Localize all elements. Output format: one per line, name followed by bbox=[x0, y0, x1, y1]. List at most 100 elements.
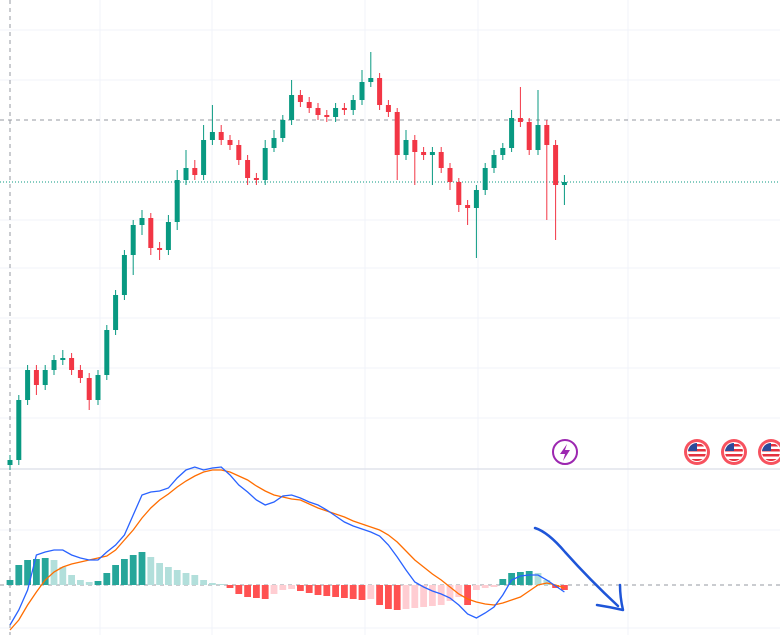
histogram-bar bbox=[261, 585, 269, 599]
candle-body bbox=[113, 295, 119, 330]
candle-body bbox=[227, 140, 233, 145]
histogram-bar bbox=[209, 583, 216, 585]
candle-body bbox=[174, 180, 180, 222]
candle-body bbox=[148, 218, 154, 248]
histogram-bar bbox=[33, 559, 40, 585]
lightning-icon[interactable] bbox=[552, 439, 578, 465]
histogram-bar bbox=[455, 585, 463, 597]
candle-body bbox=[500, 148, 506, 155]
candle-body bbox=[526, 122, 532, 150]
us-flag-icon[interactable] bbox=[758, 439, 780, 465]
histogram-bar bbox=[367, 585, 375, 599]
candle-body bbox=[297, 95, 303, 102]
histogram-bar bbox=[481, 585, 489, 588]
histogram-bar bbox=[112, 565, 119, 585]
candle-body bbox=[165, 222, 171, 250]
histogram-bar bbox=[490, 585, 498, 587]
macd-line bbox=[9, 466, 565, 626]
candle-body bbox=[403, 140, 409, 155]
candle-body bbox=[473, 190, 479, 208]
histogram-bar bbox=[420, 585, 427, 607]
us-flag-icon[interactable] bbox=[684, 439, 710, 465]
candle-body bbox=[139, 218, 145, 225]
event-icons bbox=[552, 439, 780, 465]
histogram-bar bbox=[226, 585, 234, 588]
candle-body bbox=[104, 330, 110, 375]
histogram-bar bbox=[68, 575, 75, 585]
histogram-bar bbox=[279, 585, 287, 590]
histogram-bar bbox=[323, 585, 331, 596]
candle-body bbox=[535, 125, 541, 150]
price-pane bbox=[0, 52, 780, 470]
candle-body bbox=[377, 78, 383, 105]
histogram-bar bbox=[103, 573, 111, 585]
candle-body bbox=[86, 378, 92, 400]
histogram-bar bbox=[129, 555, 137, 585]
candle-body bbox=[130, 225, 136, 255]
candle-body bbox=[121, 255, 127, 295]
candle-body bbox=[341, 108, 347, 110]
histogram-bar bbox=[376, 585, 383, 605]
histogram-bar bbox=[165, 567, 172, 585]
candle-body bbox=[350, 100, 356, 110]
candle-body bbox=[315, 108, 321, 115]
candle-body bbox=[456, 182, 462, 205]
histogram-bar bbox=[85, 582, 93, 585]
candle-body bbox=[324, 115, 330, 117]
histogram-bar bbox=[429, 585, 436, 606]
histogram-bar bbox=[297, 585, 304, 591]
candle-body bbox=[201, 140, 207, 175]
candle-body bbox=[236, 145, 242, 160]
histogram-bar bbox=[41, 558, 49, 585]
histogram-bar bbox=[156, 563, 163, 585]
histogram-bar bbox=[147, 557, 155, 585]
histogram-bar bbox=[244, 585, 251, 597]
histogram-bar bbox=[24, 560, 31, 585]
us-flag-icon[interactable] bbox=[721, 439, 747, 465]
candle-body bbox=[359, 82, 365, 100]
histogram-bar bbox=[121, 559, 128, 585]
candle-body bbox=[183, 168, 189, 180]
histogram-bar bbox=[173, 570, 181, 585]
candle-body bbox=[60, 358, 66, 360]
candle-body bbox=[491, 155, 497, 168]
histogram-bar bbox=[385, 585, 392, 609]
candle-body bbox=[412, 140, 418, 152]
candle-body bbox=[306, 102, 312, 108]
candle-body bbox=[33, 370, 39, 385]
histogram-bar bbox=[358, 585, 366, 600]
candle-body bbox=[447, 168, 453, 182]
histogram-bar bbox=[314, 585, 322, 595]
histogram-bar bbox=[464, 585, 471, 605]
histogram-bar bbox=[191, 575, 199, 585]
histogram-bar bbox=[305, 585, 313, 593]
candle-body bbox=[16, 400, 22, 460]
candle-body bbox=[509, 118, 515, 148]
candle-body bbox=[385, 105, 391, 112]
candle-body bbox=[157, 248, 163, 250]
candle-body bbox=[69, 358, 75, 370]
histogram-bar bbox=[525, 571, 533, 585]
histogram-bar bbox=[402, 585, 410, 609]
histogram-bar bbox=[349, 585, 357, 599]
histogram-bar bbox=[138, 552, 146, 585]
histogram-bar bbox=[77, 580, 84, 585]
candle-body bbox=[271, 138, 277, 148]
signal-line bbox=[9, 469, 565, 631]
histogram-bar bbox=[411, 585, 419, 608]
histogram-bar bbox=[534, 573, 542, 585]
histogram-bar bbox=[332, 585, 339, 597]
candle-body bbox=[42, 370, 48, 385]
drawn-arrow bbox=[533, 526, 625, 612]
candle-body bbox=[51, 360, 57, 370]
candle-body bbox=[465, 205, 471, 208]
candle-body bbox=[544, 125, 550, 145]
histogram-bar bbox=[508, 573, 515, 585]
candle-body bbox=[561, 182, 567, 185]
candle-body bbox=[245, 160, 251, 178]
histogram-bar bbox=[473, 585, 480, 590]
candle-body bbox=[218, 132, 224, 140]
histogram-bar bbox=[499, 579, 507, 585]
